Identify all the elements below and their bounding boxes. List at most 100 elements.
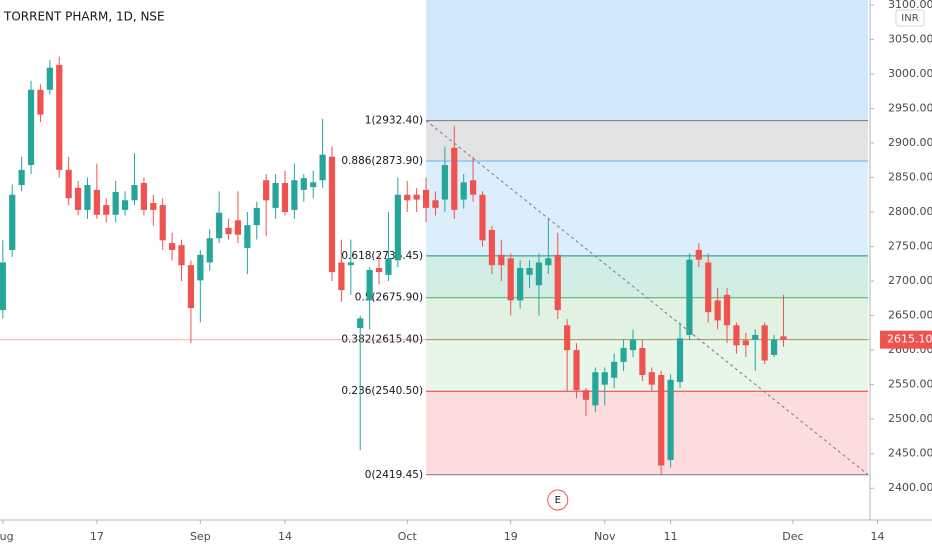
- x-tick-label: Sep: [190, 530, 211, 543]
- candle-body: [159, 205, 166, 241]
- fib-zone: [426, 339, 869, 392]
- candle: [272, 174, 279, 219]
- event-label: E: [555, 495, 561, 506]
- candle-body: [573, 350, 580, 391]
- candle-body: [375, 267, 383, 273]
- candle: [770, 334, 778, 358]
- candle-body: [263, 180, 270, 201]
- candle-body: [658, 374, 665, 466]
- candle: [27, 80, 35, 175]
- candle: [658, 370, 665, 475]
- candle-body: [695, 249, 702, 260]
- candle-body: [733, 325, 740, 346]
- candle-body: [761, 325, 768, 361]
- candle: [93, 163, 100, 219]
- candle-body: [93, 189, 100, 215]
- candle: [197, 249, 204, 323]
- candle-body: [582, 390, 590, 400]
- candle: [206, 229, 213, 271]
- x-tick-label: 19: [504, 530, 518, 543]
- candle-body: [291, 180, 298, 210]
- fib-level-label: 0.618(2736.45): [341, 250, 423, 262]
- y-tick-label: 3100.00: [888, 0, 932, 11]
- candle-body: [225, 227, 232, 235]
- candle: [676, 322, 684, 389]
- candle-body: [18, 169, 25, 186]
- candle: [705, 253, 712, 323]
- candle: [488, 225, 496, 275]
- candle: [263, 174, 270, 237]
- candle-body: [564, 325, 571, 351]
- candle: [686, 253, 693, 340]
- candle: [112, 180, 119, 223]
- candle: [18, 156, 25, 192]
- candle-body: [648, 372, 655, 385]
- candle-body: [385, 258, 392, 275]
- fib-zone: [426, 297, 869, 340]
- candle: [178, 239, 185, 282]
- candle: [582, 388, 590, 416]
- y-tick-label: 2500.00: [888, 412, 932, 425]
- candle-body: [169, 243, 176, 250]
- candle-body: [554, 254, 561, 311]
- candle-body: [140, 183, 148, 210]
- candle: [620, 339, 627, 371]
- candle: [780, 294, 787, 347]
- candle-body: [112, 191, 119, 215]
- candle-body: [338, 262, 345, 291]
- candle: [103, 198, 110, 223]
- candle-body: [432, 200, 439, 208]
- candle: [545, 218, 552, 275]
- candle-body: [601, 372, 608, 385]
- y-tick-label: 2900.00: [888, 136, 932, 149]
- candle-body: [310, 182, 317, 188]
- candle-body: [488, 229, 496, 266]
- candle-body: [545, 258, 552, 266]
- candle: [357, 315, 364, 451]
- candle-body: [629, 339, 637, 351]
- candle-body: [46, 67, 53, 90]
- candle: [752, 329, 759, 371]
- candle: [150, 194, 157, 226]
- candle-body: [498, 254, 505, 266]
- y-tick-label: 2750.00: [888, 240, 932, 253]
- candle: [310, 170, 317, 199]
- candle-body: [460, 182, 467, 200]
- fib-zone: [426, 120, 869, 161]
- candle: [564, 319, 571, 392]
- candle: [385, 212, 392, 282]
- candle: [187, 260, 195, 344]
- candle-body: [281, 183, 289, 213]
- fib-trend-line: [425, 120, 869, 476]
- candle: [498, 239, 505, 282]
- candle: [347, 239, 354, 295]
- candle: [46, 60, 53, 95]
- x-tick-label: Aug: [0, 530, 14, 543]
- y-tick-label: 2850.00: [888, 170, 932, 183]
- candle: [714, 287, 721, 330]
- price-axis-bg: [870, 0, 932, 520]
- candle-body: [150, 203, 157, 210]
- candle-body: [611, 361, 618, 378]
- candle-body: [422, 189, 430, 208]
- candle: [338, 239, 345, 302]
- x-tick-label: 14: [871, 530, 885, 543]
- last-price-label: 2615.10: [887, 333, 932, 346]
- candle: [695, 243, 702, 268]
- candle: [451, 125, 458, 219]
- candle: [328, 146, 336, 282]
- candle-body: [723, 294, 731, 326]
- candle: [74, 180, 82, 216]
- candle: [300, 174, 307, 202]
- candle: [216, 191, 223, 244]
- y-tick-label: 2450.00: [888, 447, 932, 460]
- y-tick-label: 2950.00: [888, 101, 932, 114]
- candle-body: [65, 169, 72, 199]
- y-tick-label: 3050.00: [888, 32, 932, 45]
- candle-body: [131, 185, 138, 201]
- candle-body: [0, 262, 6, 311]
- candle: [733, 322, 740, 354]
- candle-body: [347, 262, 354, 266]
- candle: [460, 174, 467, 209]
